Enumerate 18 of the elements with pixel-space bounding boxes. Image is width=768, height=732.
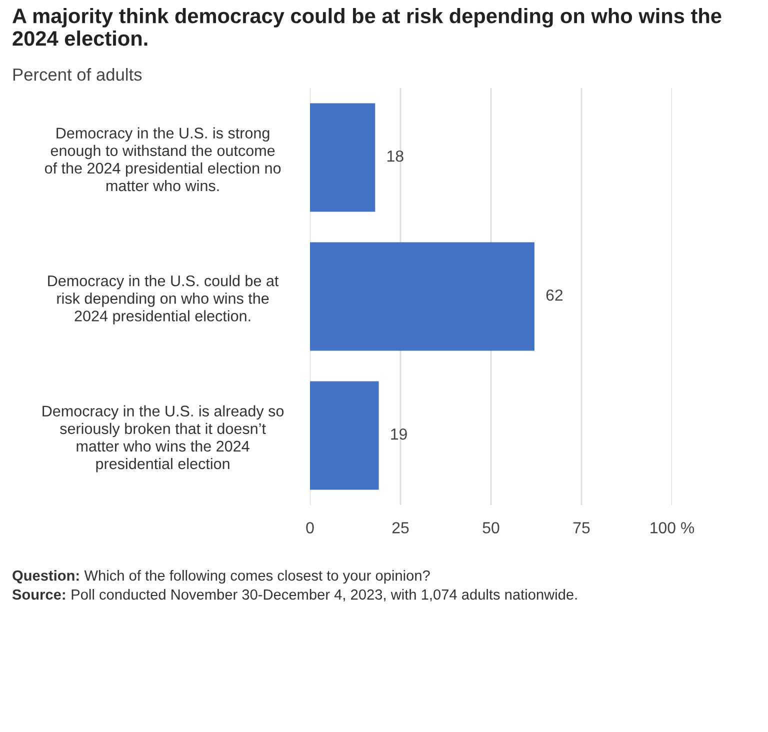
data-label: 19 [391,428,407,440]
bar [310,381,379,490]
x-tick-label: 75 [573,522,590,534]
x-tick-label: 25 [392,522,409,534]
text: Question: Which of the following comes closest to your opinion? [12,570,430,584]
y-tick-label: Democracy in the U.S. is strong enough to withstand the outcome of the 2024 presidential election no matter who wins. [44,127,281,192]
bar [310,103,376,212]
source-note: Source: Poll conducted November 30-December 4, 2023, with 1,074 adults nationwide. [12,589,577,602]
bar [310,242,534,351]
x-tick-label: 50 [482,522,500,534]
text: Percent of adults [13,68,142,81]
x-tick-label: 100 % [650,522,694,534]
y-tick-label: Democracy in the U.S. is already so seriously broken that it doesn’t matter who wins the 2024 presidential election [42,405,284,472]
chart-title: A majority think democracy could be at risk depending on who wins the 2024 election. [12,8,722,46]
data-label: 18 [387,150,404,162]
data-label: 62 [546,289,563,301]
y-tick-label: Democracy in the U.S. could be at risk depending on who wins the 2024 presidential election. [48,275,279,324]
x-tick-label: 0 [306,522,314,534]
